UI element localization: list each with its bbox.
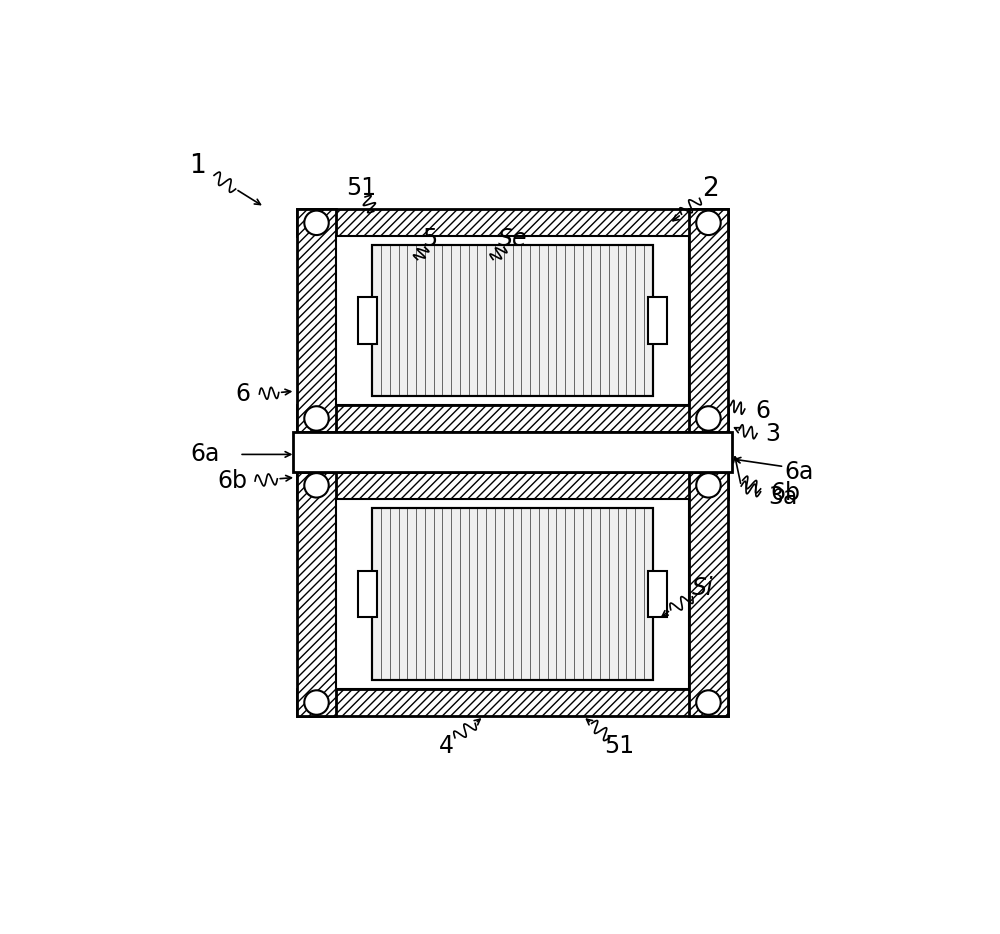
Circle shape	[696, 474, 721, 498]
Bar	[372, 508, 653, 680]
Text: 1: 1	[189, 153, 206, 179]
Text: 4: 4	[439, 734, 454, 758]
Bar	[648, 571, 667, 617]
Text: 3a: 3a	[768, 485, 797, 509]
Text: 6: 6	[755, 399, 770, 422]
Bar	[336, 236, 689, 404]
Text: 5: 5	[422, 227, 437, 251]
Circle shape	[696, 690, 721, 715]
Bar	[293, 432, 732, 472]
Text: 6a: 6a	[190, 443, 219, 466]
Text: 51: 51	[604, 734, 634, 758]
Text: 6: 6	[235, 382, 250, 406]
Text: Se: Se	[498, 227, 527, 251]
Bar	[372, 245, 653, 396]
Text: 6b: 6b	[770, 481, 800, 505]
Bar	[689, 209, 728, 432]
Bar	[358, 297, 377, 344]
Text: Si: Si	[692, 576, 714, 601]
Bar	[689, 472, 728, 716]
Circle shape	[696, 210, 721, 235]
Bar	[297, 689, 728, 716]
Text: 6a: 6a	[784, 460, 814, 484]
Bar	[297, 472, 728, 499]
Text: 6b: 6b	[217, 469, 247, 493]
Bar	[336, 499, 689, 689]
Bar	[297, 404, 728, 432]
Bar	[372, 245, 653, 396]
Circle shape	[304, 474, 329, 498]
Bar	[372, 508, 653, 680]
Text: 2: 2	[702, 176, 719, 202]
Bar	[358, 571, 377, 617]
Bar	[297, 209, 728, 236]
Circle shape	[696, 406, 721, 431]
Text: 3: 3	[765, 422, 780, 446]
Text: 51: 51	[346, 176, 377, 200]
Circle shape	[304, 690, 329, 715]
Bar	[648, 297, 667, 344]
Circle shape	[304, 210, 329, 235]
Circle shape	[304, 406, 329, 431]
Bar	[297, 209, 336, 432]
Bar	[297, 472, 336, 716]
